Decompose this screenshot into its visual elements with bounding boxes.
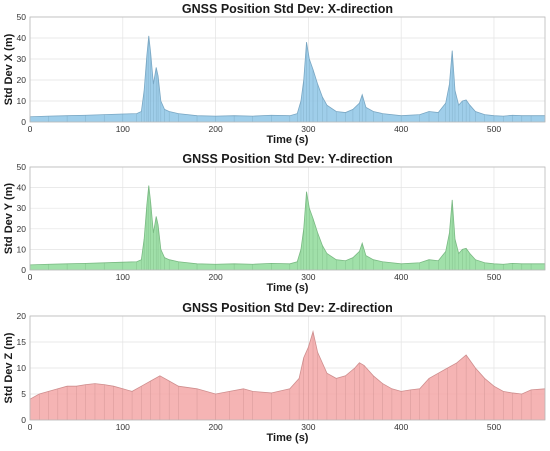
y-tick-label-x: 10 [17,96,27,106]
y-tick-label-y: 30 [17,203,27,213]
x-axis-label-y: Time (s) [267,282,309,294]
x-tick-label-z: 400 [394,422,408,432]
x-tick-label-y: 100 [116,272,130,282]
chart-title-x: GNSS Position Std Dev: X-direction [182,2,393,16]
plot-frame-y [29,166,546,271]
x-tick-label-z: 200 [208,422,222,432]
y-tick-label-x: 50 [17,12,27,22]
y-tick-label-z: 10 [17,363,27,373]
series-line-x [29,35,545,118]
panel-y: 0 100 200 300 400 500 0 10 20 30 40 50 GNSS Position… [3,152,546,294]
y-tick-label-z: 20 [17,311,27,321]
series-line-y [29,185,545,266]
y-tick-label-y: 50 [17,162,27,172]
x-tick-label-z: 100 [116,422,130,432]
x-tick-label-x: 400 [394,124,408,134]
y-tick-label-x: 0 [21,117,26,127]
y-tick-label-z: 5 [21,389,26,399]
plot-frame-x [29,16,546,123]
y-tick-label-x: 20 [17,75,27,85]
y-tick-label-z: 0 [21,415,26,425]
x-tick-label-x: 100 [116,124,130,134]
x-tick-label-y: 500 [487,272,501,282]
series-area-z [30,331,545,420]
x-tick-label-y: 300 [301,272,315,282]
plot-frame-z [29,315,546,421]
y-tick-label-x: 40 [17,33,27,43]
chart-title-z: GNSS Position Std Dev: Z-direction [182,301,392,315]
panel-x: 0 100 200 300 400 500 0 10 20 30 40 50 GNSS Position… [3,2,546,146]
y-tick-label-y: 40 [17,183,27,193]
series-area-y [30,185,545,270]
y-axis-label-z: Std Dev Z (m) [3,332,15,403]
panel-z: 0 100 200 300 400 500 0 5 10 15 20 GNSS Position St… [3,301,546,444]
y-tick-label-y: 10 [17,244,27,254]
x-tick-label-x: 500 [487,124,501,134]
x-tick-label-z: 0 [28,422,33,432]
series-area-x [30,35,545,122]
x-tick-label-z: 500 [487,422,501,432]
x-tick-label-x: 0 [28,124,33,134]
y-tick-label-y: 20 [17,224,27,234]
x-tick-label-z: 300 [301,422,315,432]
y-axis-label-y: Std Dev Y (m) [3,183,15,254]
x-tick-label-y: 400 [394,272,408,282]
y-axis-label-x: Std Dev X (m) [3,33,15,105]
x-tick-label-y: 200 [208,272,222,282]
x-tick-label-y: 0 [28,272,33,282]
y-tick-label-z: 15 [17,337,27,347]
x-axis-label-x: Time (s) [267,134,309,146]
y-tick-label-x: 30 [17,54,27,64]
x-axis-label-z: Time (s) [267,432,309,444]
x-tick-label-x: 300 [301,124,315,134]
series-line-z [29,330,546,400]
y-tick-label-y: 0 [21,265,26,275]
chart-title-y: GNSS Position Std Dev: Y-direction [182,152,392,166]
x-tick-label-x: 200 [208,124,222,134]
